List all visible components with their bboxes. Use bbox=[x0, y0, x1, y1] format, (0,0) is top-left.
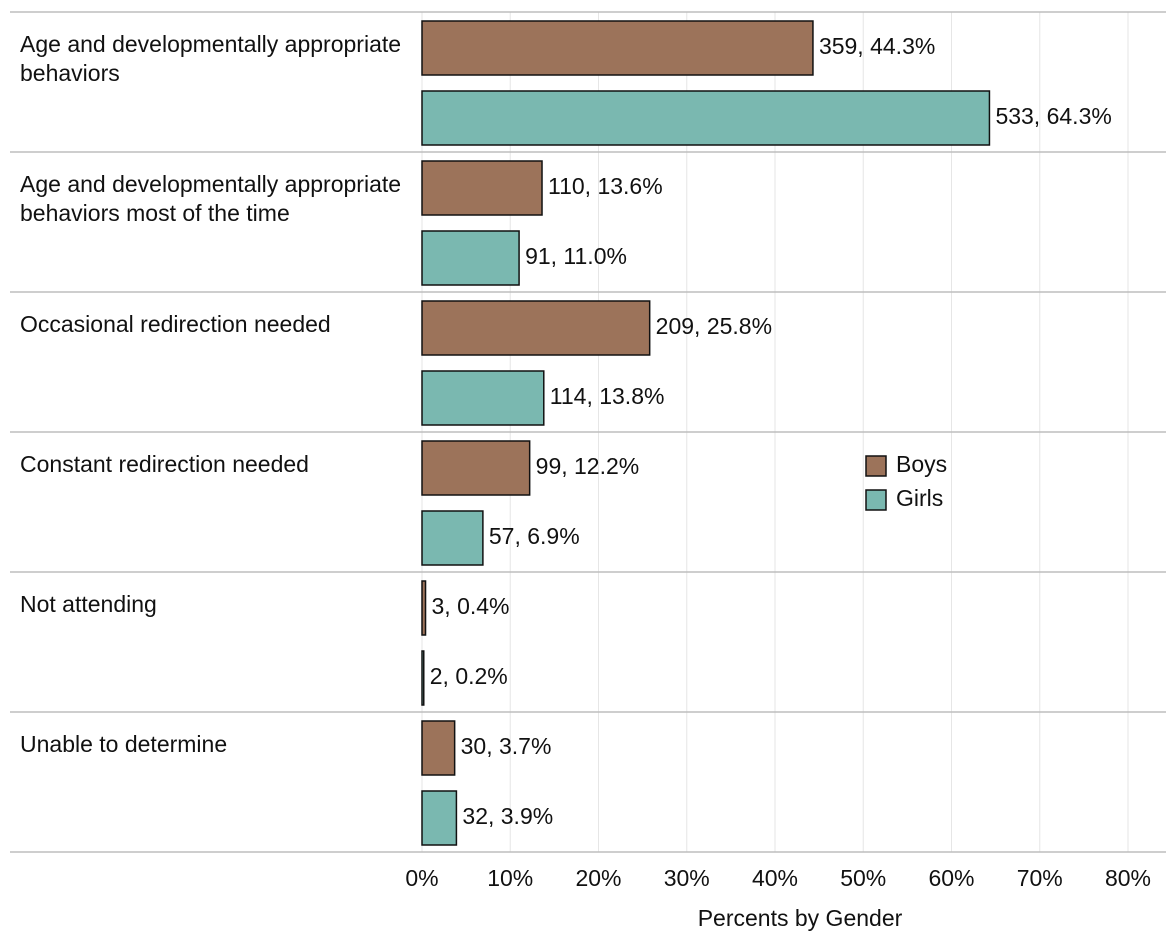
bar bbox=[421, 510, 484, 566]
value-label: 99, 12.2% bbox=[536, 453, 640, 479]
category-label: Unable to determine bbox=[20, 731, 228, 757]
value-label: 91, 11.0% bbox=[525, 243, 627, 269]
legend-swatch bbox=[865, 455, 887, 477]
value-label: 32, 3.9% bbox=[462, 803, 553, 829]
value-label: 3, 0.4% bbox=[432, 593, 510, 619]
x-tick-label: 80% bbox=[1105, 865, 1151, 891]
value-label: 2, 0.2% bbox=[430, 663, 508, 689]
bar bbox=[421, 20, 814, 76]
legend-swatch bbox=[865, 489, 887, 511]
x-tick-label: 70% bbox=[1017, 865, 1063, 891]
x-tick-label: 50% bbox=[840, 865, 886, 891]
bar bbox=[421, 650, 425, 706]
bar bbox=[421, 720, 456, 776]
bar bbox=[421, 790, 458, 846]
value-label: 359, 44.3% bbox=[819, 33, 935, 59]
bar bbox=[421, 370, 545, 426]
bar bbox=[421, 160, 543, 216]
bar bbox=[421, 580, 427, 636]
x-axis-title: Percents by Gender bbox=[698, 905, 903, 931]
x-tick-label: 30% bbox=[664, 865, 710, 891]
legend-label: Boys bbox=[896, 451, 947, 477]
category-label: Not attending bbox=[20, 591, 157, 617]
x-tick-label: 0% bbox=[405, 865, 438, 891]
value-label: 114, 13.8% bbox=[550, 383, 665, 409]
x-tick-label: 10% bbox=[487, 865, 533, 891]
value-label: 209, 25.8% bbox=[656, 313, 772, 339]
value-label: 57, 6.9% bbox=[489, 523, 580, 549]
value-label: 110, 13.6% bbox=[548, 173, 663, 199]
bar bbox=[421, 230, 520, 286]
bar bbox=[421, 440, 531, 496]
category-label: Age and developmentally appropriate beha… bbox=[20, 31, 402, 86]
category-label: Age and developmentally appropriate beha… bbox=[20, 171, 402, 226]
legend-label: Girls bbox=[896, 485, 943, 511]
bar bbox=[421, 300, 651, 356]
category-label: Occasional redirection needed bbox=[20, 311, 331, 337]
value-label: 30, 3.7% bbox=[461, 733, 552, 759]
x-tick-label: 20% bbox=[575, 865, 621, 891]
value-label: 533, 64.3% bbox=[995, 103, 1111, 129]
bar bbox=[421, 90, 991, 146]
x-tick-label: 40% bbox=[752, 865, 798, 891]
x-tick-label: 60% bbox=[928, 865, 974, 891]
category-label: Constant redirection needed bbox=[20, 451, 309, 477]
